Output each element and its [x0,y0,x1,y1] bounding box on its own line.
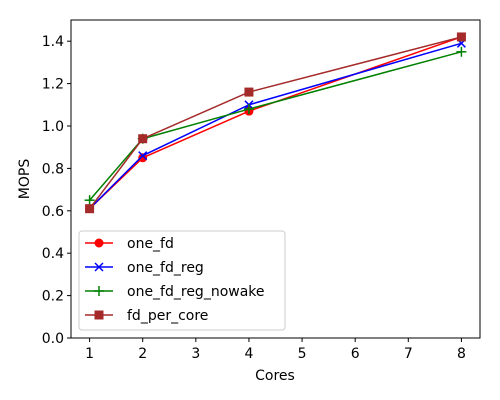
legend-label-one_fd_reg_nowake: one_fd_reg_nowake [127,284,265,300]
data-point-fd_per_core-1 [86,205,94,213]
y-tick-label-0: 0.0 [42,331,64,347]
x-tick-label-7: 7 [404,346,413,362]
legend-marker-fd_per_core [95,311,103,319]
x-tick-label-4: 4 [244,346,253,362]
legend-marker-one_fd [95,239,103,247]
data-point-fd_per_core-4 [245,88,253,96]
y-tick-label-7: 1.4 [42,34,64,50]
data-point-fd_per_core-2 [139,135,147,143]
legend-label-one_fd_reg: one_fd_reg [127,260,204,276]
legend-label-fd_per_core: fd_per_core [127,308,208,324]
legend-label-one_fd: one_fd [127,236,174,252]
x-tick-label-5: 5 [298,346,307,362]
x-tick-label-8: 8 [457,346,466,362]
y-tick-label-6: 1.2 [42,77,64,93]
x-axis-label: Cores [255,368,295,384]
y-tick-label-3: 0.6 [42,204,64,220]
y-tick-label-4: 0.8 [42,161,64,177]
y-axis-label: MOPS [17,159,33,200]
x-tick-label-1: 1 [85,346,94,362]
y-tick-label-1: 0.2 [42,289,64,305]
x-tick-label-3: 3 [191,346,200,362]
y-tick-label-5: 1.0 [42,119,64,135]
legend: one_fd one_fd_reg one_fd_reg_nowake fd_per_… [79,231,285,330]
y-tick-label-2: 0.4 [42,246,64,262]
data-point-fd_per_core-8 [457,33,465,41]
x-tick-label-6: 6 [351,346,360,362]
x-tick-label-2: 2 [138,346,147,362]
